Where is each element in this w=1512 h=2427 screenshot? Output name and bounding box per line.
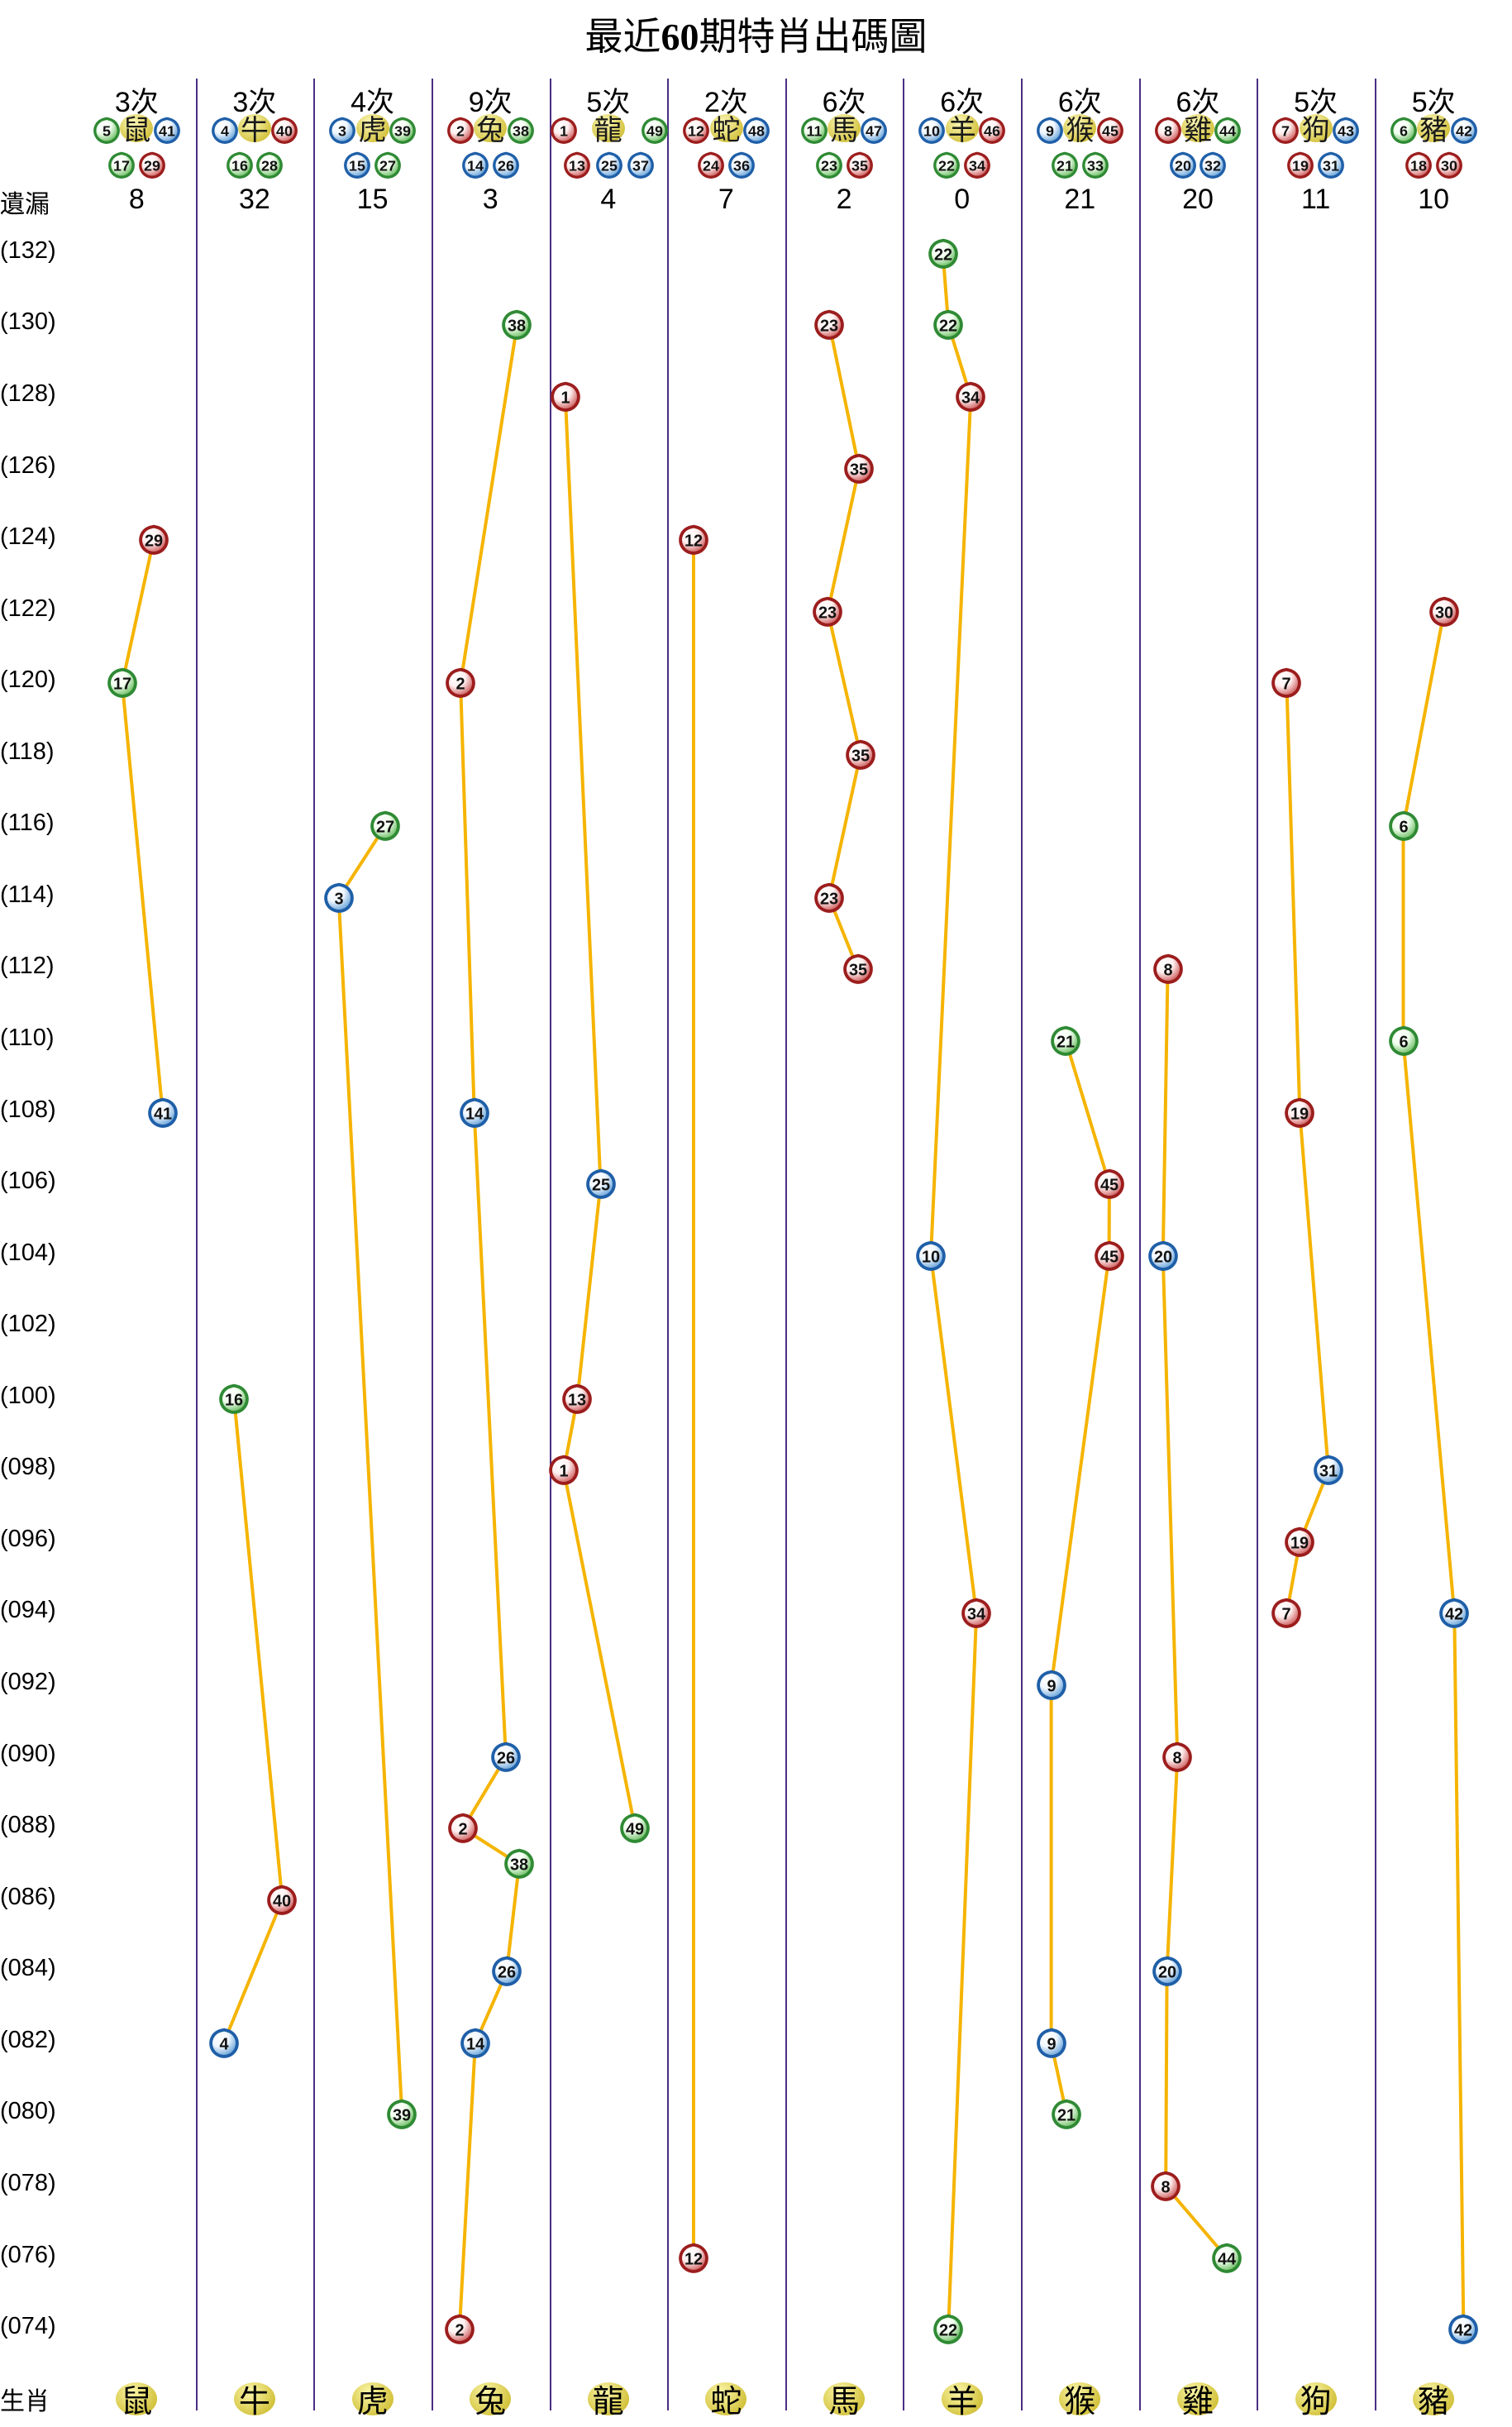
svg-text:30: 30 <box>1435 604 1453 622</box>
svg-text:20: 20 <box>1158 1964 1176 1982</box>
svg-text:2: 2 <box>455 2322 464 2340</box>
svg-text:4: 4 <box>219 2035 228 2053</box>
svg-text:24: 24 <box>703 158 719 174</box>
svg-text:31: 31 <box>1319 1463 1338 1481</box>
svg-text:34: 34 <box>967 1606 985 1624</box>
svg-text:26: 26 <box>498 1964 516 1982</box>
svg-text:34: 34 <box>961 389 980 407</box>
svg-text:19: 19 <box>1292 158 1309 174</box>
svg-text:14: 14 <box>465 1105 484 1123</box>
svg-text:20: 20 <box>1154 1248 1172 1266</box>
svg-text:41: 41 <box>154 1105 172 1123</box>
svg-text:39: 39 <box>393 2107 411 2125</box>
svg-text:8: 8 <box>1173 1749 1182 1767</box>
svg-text:14: 14 <box>466 2035 484 2053</box>
svg-text:1: 1 <box>559 1463 568 1481</box>
svg-text:30: 30 <box>1441 158 1457 174</box>
svg-text:13: 13 <box>568 1391 586 1409</box>
svg-text:28: 28 <box>261 158 278 174</box>
svg-text:49: 49 <box>626 1821 644 1839</box>
svg-text:19: 19 <box>1290 1105 1309 1123</box>
svg-text:25: 25 <box>591 1177 609 1195</box>
svg-text:29: 29 <box>144 158 160 174</box>
svg-text:21: 21 <box>1056 1034 1075 1052</box>
svg-text:42: 42 <box>1445 1606 1463 1624</box>
svg-text:17: 17 <box>113 676 131 694</box>
svg-text:35: 35 <box>851 158 868 174</box>
svg-text:12: 12 <box>684 2250 703 2268</box>
svg-text:23: 23 <box>821 158 837 174</box>
svg-text:1: 1 <box>560 123 568 140</box>
svg-text:17: 17 <box>113 158 130 174</box>
svg-text:44: 44 <box>1218 2250 1236 2268</box>
svg-text:45: 45 <box>1100 1177 1118 1195</box>
svg-text:2: 2 <box>459 1821 468 1839</box>
svg-text:15: 15 <box>349 158 365 174</box>
svg-text:2: 2 <box>456 676 465 694</box>
svg-text:23: 23 <box>820 890 838 908</box>
svg-text:29: 29 <box>145 533 163 551</box>
svg-text:38: 38 <box>508 318 526 336</box>
svg-text:3: 3 <box>334 890 343 908</box>
svg-text:23: 23 <box>820 318 838 336</box>
svg-text:22: 22 <box>938 158 955 174</box>
svg-text:27: 27 <box>376 819 394 837</box>
svg-text:20: 20 <box>1175 158 1191 174</box>
svg-text:35: 35 <box>851 747 870 765</box>
svg-text:14: 14 <box>467 158 484 174</box>
svg-text:38: 38 <box>510 1856 528 1875</box>
svg-text:10: 10 <box>922 1248 940 1266</box>
svg-text:32: 32 <box>1204 158 1221 174</box>
svg-text:19: 19 <box>1290 1534 1309 1552</box>
svg-text:21: 21 <box>1056 158 1073 174</box>
svg-text:26: 26 <box>497 1749 515 1767</box>
svg-text:22: 22 <box>939 318 957 336</box>
svg-text:26: 26 <box>498 158 514 174</box>
svg-text:45: 45 <box>1100 1248 1118 1266</box>
svg-text:36: 36 <box>733 158 750 174</box>
svg-text:12: 12 <box>684 533 703 551</box>
svg-text:6: 6 <box>1399 1034 1408 1052</box>
svg-text:8: 8 <box>1163 962 1172 980</box>
svg-text:8: 8 <box>1161 2178 1171 2196</box>
svg-text:33: 33 <box>1087 158 1104 174</box>
svg-text:22: 22 <box>934 246 952 264</box>
svg-text:34: 34 <box>969 158 985 174</box>
svg-text:22: 22 <box>939 2322 957 2340</box>
svg-text:13: 13 <box>569 158 585 174</box>
svg-text:31: 31 <box>1323 158 1339 174</box>
svg-text:9: 9 <box>1047 1678 1056 1696</box>
svg-text:7: 7 <box>1282 1606 1291 1624</box>
svg-text:9: 9 <box>1047 2035 1056 2053</box>
svg-text:49: 49 <box>646 123 663 140</box>
svg-text:21: 21 <box>1057 2107 1076 2125</box>
svg-text:25: 25 <box>601 158 618 174</box>
svg-text:40: 40 <box>273 1892 291 1910</box>
svg-text:37: 37 <box>632 158 649 174</box>
svg-text:35: 35 <box>850 461 868 479</box>
svg-text:18: 18 <box>1410 158 1427 174</box>
svg-text:42: 42 <box>1454 2322 1472 2340</box>
svg-text:7: 7 <box>1282 676 1291 694</box>
svg-text:16: 16 <box>231 158 248 174</box>
svg-text:16: 16 <box>225 1391 243 1409</box>
svg-text:27: 27 <box>379 158 396 174</box>
svg-text:6: 6 <box>1399 819 1408 837</box>
svg-text:1: 1 <box>560 389 570 407</box>
svg-text:35: 35 <box>849 962 867 980</box>
svg-text:23: 23 <box>818 604 837 622</box>
